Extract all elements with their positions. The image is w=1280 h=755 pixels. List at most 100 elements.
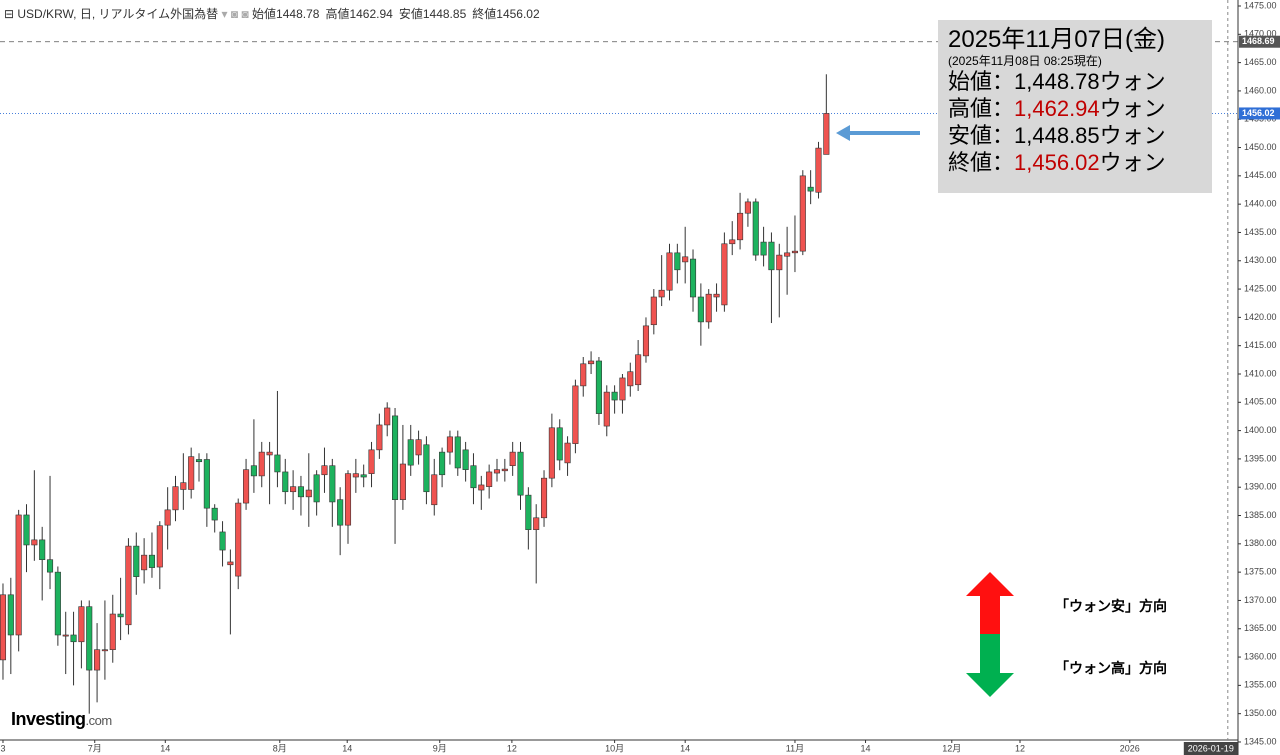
x-tick-label: 2026 — [1120, 743, 1140, 753]
candle-body — [658, 289, 665, 298]
y-tick-label: 1410.00 — [1244, 368, 1277, 378]
candle-body — [752, 201, 759, 256]
candle-body — [344, 473, 352, 526]
y-tick-label: 1425.00 — [1244, 283, 1277, 293]
candle-body — [580, 363, 587, 387]
candle-body — [572, 385, 579, 444]
reference-label: 1456.02 — [1242, 108, 1275, 118]
candle-body — [352, 473, 359, 478]
candle-body — [635, 354, 642, 386]
candle-body — [290, 486, 297, 493]
row-value: 1,462.94 — [1014, 96, 1100, 121]
row-unit: ウォン — [1099, 123, 1166, 148]
candle-body — [588, 360, 595, 365]
candle-body — [713, 293, 720, 298]
annotation-asof: (2025年11月08日 08:25現在) — [948, 54, 1102, 68]
candle-body — [15, 514, 22, 636]
annotation-row: 高値：1,462.94ウォン — [948, 95, 1202, 122]
candle-body — [650, 296, 657, 326]
candle-body — [823, 113, 830, 155]
y-tick-label: 1470.00 — [1244, 29, 1277, 39]
candle-body — [211, 507, 218, 521]
candle-body — [603, 391, 610, 427]
candle-body — [70, 634, 77, 643]
candle-body — [533, 517, 540, 530]
candle-body — [117, 613, 124, 618]
row-value: 1,456.02 — [1014, 150, 1100, 175]
candle-body — [7, 594, 14, 636]
ohlc-value: 1462.94 — [349, 7, 393, 21]
candle-body — [470, 465, 477, 489]
y-tick-label: 1420.00 — [1244, 312, 1277, 322]
row-unit: ウォン — [1099, 150, 1166, 175]
candle-body — [78, 606, 85, 643]
candle-body — [815, 147, 822, 193]
y-tick-label: 1355.00 — [1244, 680, 1277, 690]
candle-body — [784, 252, 791, 257]
candle-body — [329, 465, 336, 503]
annotation-row: 終値：1,456.02ウォン — [948, 149, 1202, 176]
candle-body — [321, 465, 328, 476]
candle-body — [54, 571, 61, 636]
candle-body — [172, 486, 179, 511]
candle-body — [611, 391, 618, 401]
candle-body — [392, 415, 399, 500]
x-tick-label: 14 — [342, 743, 352, 753]
y-tick-label: 1350.00 — [1244, 708, 1277, 718]
row-label: 安値： — [948, 123, 1015, 148]
candle-body — [556, 427, 563, 461]
candle-body — [682, 256, 689, 263]
y-tick-label: 1445.00 — [1244, 170, 1277, 180]
candle-body — [721, 243, 728, 306]
candle-body — [360, 474, 367, 478]
ohlc-value: 1448.78 — [276, 7, 320, 21]
candle-body — [274, 454, 281, 473]
y-tick-label: 1395.00 — [1244, 453, 1277, 463]
symbol: USD/KRW, 日, リアルタイム外国為替 — [17, 7, 219, 21]
candle-body — [478, 484, 485, 491]
candle-body — [689, 258, 697, 298]
candle-body — [768, 241, 775, 271]
candle-body — [674, 252, 681, 271]
y-tick-label: 1415.00 — [1244, 340, 1277, 350]
candle-body — [180, 482, 187, 490]
y-tick-label: 1360.00 — [1244, 651, 1277, 661]
y-tick-label: 1375.00 — [1244, 567, 1277, 577]
ohlc-label: 始値 — [252, 7, 277, 21]
candle-body — [423, 444, 430, 493]
candle-body — [548, 427, 555, 479]
y-tick-label: 1400.00 — [1244, 425, 1277, 435]
candle-body — [540, 477, 548, 519]
y-tick-label: 1440.00 — [1244, 199, 1277, 209]
candle-body — [697, 296, 704, 323]
x-tick-label: 14 — [160, 743, 170, 753]
candle-body — [125, 545, 132, 626]
x-tick-label: 10月 — [605, 743, 624, 753]
y-tick-label: 1380.00 — [1244, 538, 1277, 548]
candle-body — [219, 531, 226, 551]
row-value: 1,448.78 — [1014, 69, 1100, 94]
crosshair-label-bg — [1183, 742, 1238, 755]
candle-body — [517, 451, 524, 496]
candle-body — [101, 649, 108, 652]
candle-body — [23, 514, 30, 546]
candle-body — [258, 451, 265, 477]
y-tick-label: 1430.00 — [1244, 255, 1277, 265]
x-tick-label: 3 — [0, 743, 5, 753]
y-tick-label: 1345.00 — [1244, 736, 1277, 746]
x-tick-label: 7月 — [88, 743, 102, 753]
x-tick-label: 14 — [680, 743, 690, 753]
candle-body — [642, 325, 650, 357]
y-tick-label: 1465.00 — [1244, 57, 1277, 67]
ohlc-value: 1456.02 — [496, 7, 540, 21]
candle-body — [243, 469, 250, 504]
annotation-box: 2025年11月07日(金) (2025年11月08日 08:25現在) 始値：… — [938, 20, 1212, 193]
candle-body — [791, 250, 799, 254]
reference-label: 1468.69 — [1242, 36, 1275, 46]
reference-label-bg — [1239, 35, 1280, 48]
candle-body — [250, 465, 257, 477]
candle-body — [501, 468, 508, 472]
y-tick-label: 1435.00 — [1244, 227, 1277, 237]
